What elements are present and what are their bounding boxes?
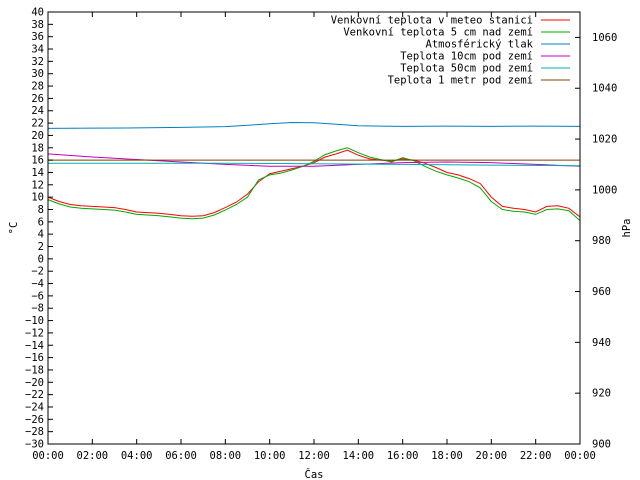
x-tick-label: 20:00 (476, 450, 508, 462)
y-tick-label-right: 1040 (592, 83, 617, 95)
y-tick-label-left: −28 (25, 426, 44, 438)
x-tick-label: 02:00 (77, 450, 109, 462)
y-tick-label-right: 1060 (592, 32, 617, 44)
y-tick-label-right: 960 (592, 286, 611, 298)
y-tick-label-left: −4 (31, 278, 44, 290)
x-tick-label: 00:00 (564, 450, 596, 462)
y-tick-label-right: 920 (592, 388, 611, 400)
x-tick-label: 04:00 (121, 450, 153, 462)
y-tick-label-left: −8 (31, 303, 44, 315)
series-line-1 (47, 149, 581, 218)
y-axis-label-left: °C (8, 222, 20, 235)
legend-label: Teplota 50cm pod zemí (400, 63, 533, 75)
y-tick-label-left: 38 (31, 19, 44, 31)
x-tick-label: 16:00 (387, 450, 419, 462)
legend-label: Teplota 1 metr pod zemí (388, 75, 533, 87)
y-tick-label-left: −30 (25, 439, 44, 451)
y-tick-label-right: 1020 (592, 134, 617, 146)
y-tick-label-left: −6 (31, 290, 44, 302)
series-line-4 (47, 153, 581, 167)
ticks-layer: −30−28−26−24−22−20−18−16−14−12−10−8−6−4−… (25, 7, 617, 463)
y-tick-label-left: 30 (31, 68, 44, 80)
x-tick-label: 10:00 (254, 450, 286, 462)
y-tick-label-left: −22 (25, 389, 44, 401)
series-line-3 (47, 121, 581, 129)
y-tick-label-left: 32 (31, 56, 44, 68)
y-tick-label-left: 14 (31, 167, 44, 179)
x-tick-label: 18:00 (431, 450, 463, 462)
y-tick-label-left: 2 (38, 241, 44, 253)
y-tick-label-left: −14 (25, 340, 44, 352)
legend-label: Venkovní teplota 5 cm nad zemí (343, 27, 533, 39)
y-tick-label-left: 36 (31, 31, 44, 43)
y-axis-label-right: hPa (621, 219, 633, 238)
y-tick-label-left: 0 (38, 253, 44, 265)
x-tick-label: 22:00 (520, 450, 552, 462)
x-tick-label: 08:00 (210, 450, 242, 462)
y-tick-label-left: −16 (25, 352, 44, 364)
y-tick-label-left: 4 (38, 229, 44, 241)
y-tick-label-left: −26 (25, 414, 44, 426)
series-line-5 (48, 162, 581, 167)
y-tick-label-left: 8 (38, 204, 44, 216)
y-tick-label-left: −2 (31, 266, 44, 278)
x-tick-label: 00:00 (32, 450, 64, 462)
y-tick-label-left: −24 (25, 401, 44, 413)
series-layer (47, 121, 581, 221)
y-tick-label-left: 18 (31, 142, 44, 154)
x-tick-label: 14:00 (343, 450, 375, 462)
legend-label: Teplota 10cm pod zemí (400, 51, 533, 63)
y-tick-label-right: 980 (592, 235, 611, 247)
legend: Venkovní teplota v meteo staniciVenkovní… (331, 15, 570, 87)
y-tick-label-left: 20 (31, 130, 44, 142)
y-tick-label-left: −10 (25, 315, 44, 327)
legend-label: Venkovní teplota v meteo stanici (331, 15, 533, 27)
y-tick-label-left: 16 (31, 155, 44, 167)
y-tick-label-left: 10 (31, 192, 44, 204)
y-tick-label-right: 900 (592, 439, 611, 451)
y-tick-label-left: 22 (31, 118, 44, 130)
y-tick-label-left: 28 (31, 81, 44, 93)
y-tick-label-left: 26 (31, 93, 44, 105)
y-tick-label-left: −20 (25, 377, 44, 389)
y-tick-label-left: 34 (31, 44, 44, 56)
y-tick-label-left: −12 (25, 327, 44, 339)
series-line-2 (47, 147, 581, 221)
y-tick-label-right: 940 (592, 337, 611, 349)
legend-label: Atmosférický tlak (426, 39, 534, 51)
y-tick-label-left: 6 (38, 216, 44, 228)
x-axis-label: Čas (305, 468, 324, 480)
y-tick-label-left: −18 (25, 364, 44, 376)
y-tick-label-left: 12 (31, 179, 44, 191)
x-tick-label: 12:00 (298, 450, 330, 462)
y-tick-label-left: 24 (31, 105, 44, 117)
y-tick-label-left: 40 (31, 7, 44, 19)
y-tick-label-right: 1000 (592, 184, 617, 196)
x-tick-label: 06:00 (165, 450, 197, 462)
